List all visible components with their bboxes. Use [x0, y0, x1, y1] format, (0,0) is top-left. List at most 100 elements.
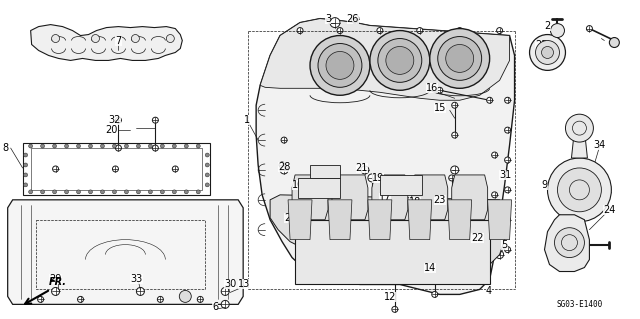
Circle shape — [77, 144, 81, 148]
Circle shape — [161, 190, 164, 194]
Polygon shape — [270, 195, 504, 271]
Circle shape — [161, 144, 164, 148]
Text: 11: 11 — [314, 178, 326, 188]
Circle shape — [136, 287, 145, 295]
Circle shape — [504, 247, 511, 253]
Circle shape — [361, 166, 369, 174]
Polygon shape — [260, 19, 509, 100]
Circle shape — [430, 29, 490, 88]
Circle shape — [115, 117, 122, 123]
Circle shape — [281, 218, 289, 226]
Circle shape — [438, 37, 482, 80]
Circle shape — [457, 27, 463, 33]
Text: FR.: FR. — [49, 278, 67, 287]
Circle shape — [436, 87, 443, 93]
Circle shape — [172, 144, 176, 148]
Text: 33: 33 — [131, 274, 143, 285]
Circle shape — [377, 277, 383, 282]
Polygon shape — [256, 19, 515, 294]
Text: 16: 16 — [426, 83, 438, 93]
Circle shape — [77, 190, 81, 194]
Circle shape — [100, 190, 104, 194]
Circle shape — [609, 38, 620, 48]
Circle shape — [452, 102, 458, 108]
Circle shape — [368, 174, 376, 182]
Circle shape — [281, 137, 287, 143]
Circle shape — [432, 292, 438, 297]
Text: 5: 5 — [502, 240, 508, 250]
Circle shape — [205, 163, 209, 167]
Circle shape — [504, 157, 511, 163]
Circle shape — [113, 190, 116, 194]
Text: 4: 4 — [486, 286, 492, 296]
Circle shape — [297, 27, 303, 33]
Circle shape — [559, 202, 564, 208]
Circle shape — [40, 190, 45, 194]
Text: 17: 17 — [379, 193, 391, 203]
Polygon shape — [310, 165, 340, 178]
Circle shape — [486, 97, 493, 103]
Circle shape — [92, 34, 99, 42]
Circle shape — [205, 183, 209, 187]
Text: 13: 13 — [238, 279, 250, 289]
Circle shape — [131, 34, 140, 42]
Circle shape — [326, 51, 354, 79]
Circle shape — [550, 24, 564, 38]
Circle shape — [52, 144, 56, 148]
Circle shape — [342, 277, 348, 282]
Polygon shape — [295, 220, 490, 285]
Circle shape — [52, 166, 59, 172]
Circle shape — [65, 144, 68, 148]
Circle shape — [310, 35, 370, 95]
Circle shape — [148, 144, 152, 148]
Circle shape — [38, 296, 44, 302]
Circle shape — [221, 300, 229, 308]
Circle shape — [347, 271, 353, 278]
Circle shape — [24, 163, 28, 167]
Text: 3: 3 — [325, 14, 331, 24]
Circle shape — [157, 296, 163, 302]
Circle shape — [369, 175, 375, 181]
Circle shape — [482, 222, 488, 228]
Circle shape — [386, 47, 414, 74]
Circle shape — [124, 190, 129, 194]
Text: 31: 31 — [499, 170, 512, 180]
Polygon shape — [380, 175, 422, 195]
Circle shape — [172, 166, 179, 172]
Circle shape — [370, 31, 430, 90]
Circle shape — [24, 153, 28, 157]
Circle shape — [504, 187, 511, 193]
Circle shape — [337, 27, 343, 33]
Circle shape — [427, 274, 433, 280]
Circle shape — [387, 274, 393, 280]
Text: 27: 27 — [284, 213, 296, 223]
Circle shape — [221, 287, 229, 295]
Circle shape — [172, 190, 176, 194]
Text: 9: 9 — [541, 180, 548, 190]
Circle shape — [280, 166, 288, 174]
Text: 6: 6 — [212, 302, 218, 312]
Circle shape — [52, 34, 60, 42]
Circle shape — [417, 27, 423, 33]
Polygon shape — [298, 178, 340, 198]
Circle shape — [557, 168, 602, 212]
Text: 14: 14 — [424, 263, 436, 272]
Circle shape — [432, 252, 438, 257]
Circle shape — [205, 173, 209, 177]
Circle shape — [476, 241, 484, 249]
Circle shape — [595, 202, 600, 208]
Circle shape — [449, 207, 454, 213]
Circle shape — [445, 45, 474, 72]
Circle shape — [452, 132, 458, 138]
Polygon shape — [8, 200, 243, 304]
Polygon shape — [288, 200, 312, 240]
Circle shape — [279, 217, 285, 223]
Circle shape — [482, 277, 488, 282]
Circle shape — [52, 287, 60, 295]
Circle shape — [166, 34, 174, 42]
Text: 1: 1 — [244, 115, 250, 125]
Polygon shape — [368, 200, 392, 240]
Circle shape — [412, 277, 418, 282]
Circle shape — [196, 190, 200, 194]
Circle shape — [88, 144, 93, 148]
